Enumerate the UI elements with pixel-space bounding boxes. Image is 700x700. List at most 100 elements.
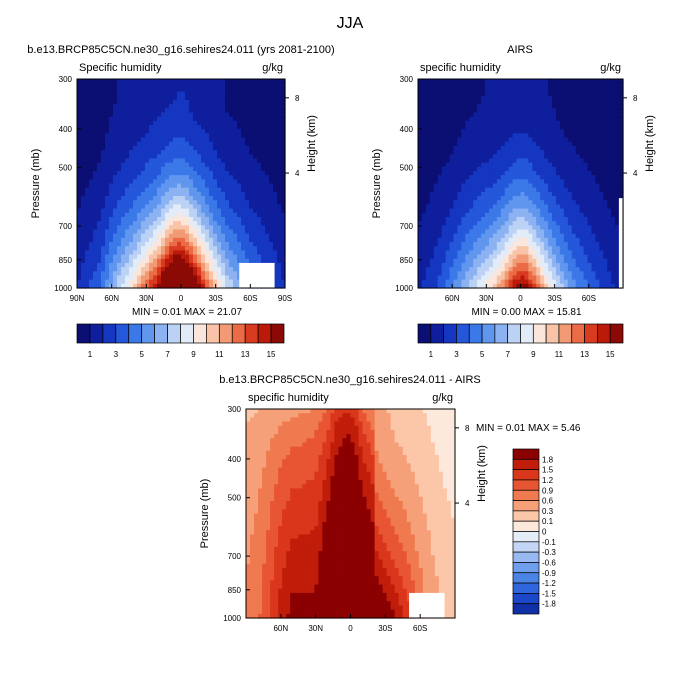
contour-cell: [253, 154, 258, 160]
contour-cell: [217, 242, 222, 247]
contour-cell: [269, 258, 274, 264]
contour-cell: [205, 112, 210, 118]
contour-cell: [477, 116, 482, 122]
contour-cell: [209, 145, 214, 151]
contour-cell: [85, 162, 90, 168]
contour-cell: [461, 187, 466, 193]
contour-cell: [528, 279, 533, 285]
contour-cell: [121, 208, 126, 214]
contour-cell: [113, 183, 118, 189]
contour-cell: [93, 196, 98, 201]
contour-cell: [504, 108, 510, 114]
contour-cell: [129, 91, 134, 97]
contour-cell: [469, 120, 474, 126]
contour-cell: [548, 91, 553, 97]
contour-cell: [85, 283, 90, 289]
contour-cell: [165, 250, 170, 256]
contour-cell: [129, 225, 134, 231]
contour-cell: [583, 242, 589, 247]
contour-cell: [277, 250, 282, 256]
contour-cell: [121, 104, 126, 109]
contour-cell: [453, 208, 459, 214]
contour-cell: [437, 208, 443, 214]
contour-cell: [488, 254, 494, 260]
contour-cell: [125, 237, 130, 243]
contour-cell: [469, 183, 474, 189]
contour-cell: [157, 175, 162, 180]
contour-cell: [157, 275, 162, 281]
contour-cell: [149, 79, 154, 84]
contour-cell: [77, 137, 82, 143]
contour-cell: [485, 212, 490, 218]
contour-cell: [520, 212, 526, 218]
contour-cell: [237, 179, 242, 185]
contour-cell: [117, 221, 122, 226]
contour-cell: [261, 225, 266, 231]
contour-cell: [153, 141, 158, 147]
contour-cell: [209, 79, 214, 84]
contour-cell: [441, 262, 447, 268]
contour-cell: [213, 271, 218, 277]
contour-cell: [540, 250, 545, 256]
contour-cell: [571, 124, 577, 130]
contour-cell: [213, 242, 218, 247]
contour-cell: [453, 99, 459, 105]
contour-cell: [157, 216, 162, 222]
contour-cell: [457, 250, 462, 256]
contour-cell: [583, 99, 589, 105]
contour-cell: [125, 112, 130, 118]
contour-cell: [575, 99, 581, 105]
contour-cell: [149, 137, 154, 143]
contour-cell: [121, 175, 126, 180]
contour-cell: [567, 187, 573, 193]
contour-cell: [429, 187, 435, 193]
contour-cell: [145, 279, 150, 285]
contour-cell: [587, 254, 593, 260]
contour-cell: [532, 191, 537, 197]
contour-cell: [185, 191, 190, 197]
contour-cell: [481, 112, 486, 118]
contour-cell: [457, 166, 462, 172]
contour-cell: [249, 158, 254, 164]
contour-cell: [544, 166, 549, 172]
contour-cell: [516, 271, 522, 277]
contour-cell: [516, 283, 522, 289]
contour-cell: [133, 108, 138, 114]
xtick-label: 30S: [209, 294, 223, 303]
contour-cell: [277, 87, 282, 93]
contour-cell: [481, 137, 486, 143]
contour-cell: [129, 246, 134, 251]
contour-cell: [229, 229, 234, 235]
contour-cell: [109, 133, 114, 139]
contour-cell: [524, 141, 529, 147]
contour-cell: [265, 191, 270, 197]
contour-cell: [492, 229, 498, 235]
contour-cell: [221, 120, 226, 126]
contour-cell: [465, 124, 470, 130]
contour-cell: [265, 242, 270, 247]
contour-cell: [587, 246, 593, 251]
contour-cell: [445, 91, 451, 97]
contour-cell: [477, 175, 482, 180]
contour-cell: [141, 104, 146, 109]
contour-cell: [269, 87, 274, 93]
contour-cell: [595, 225, 600, 231]
contour-cell: [133, 271, 138, 277]
contour-cell: [481, 183, 486, 189]
contour-cell: [109, 208, 114, 214]
contour-cell: [532, 99, 537, 105]
contour-cell: [101, 129, 106, 134]
contour-cell: [445, 250, 451, 256]
contour-cell: [125, 87, 130, 93]
contour-cell: [237, 116, 242, 122]
contour-cell: [512, 166, 518, 172]
contour-cell: [197, 237, 202, 243]
contour-cell: [157, 124, 162, 130]
contour-cell: [177, 112, 182, 118]
contour-cell: [425, 166, 431, 172]
contour-cell: [249, 229, 254, 235]
contour-cell: [265, 170, 270, 176]
contour-cell: [153, 267, 158, 272]
contour-cell: [437, 99, 443, 105]
contour-cell: [85, 258, 90, 264]
